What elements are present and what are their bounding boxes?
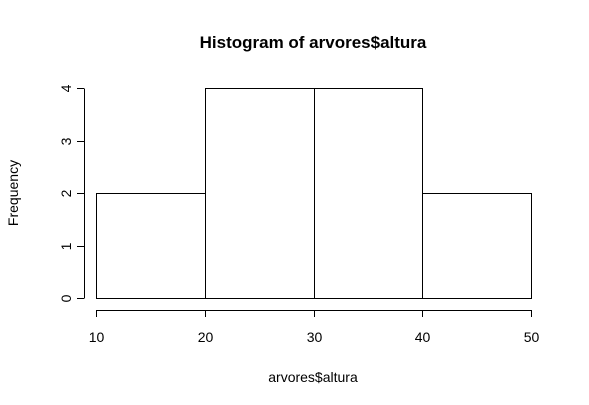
histogram-bar-1	[205, 88, 315, 299]
x-tick-label-20: 20	[198, 329, 214, 345]
x-tick-label-40: 40	[415, 329, 431, 345]
y-axis: 0 1 2 3 4	[58, 84, 85, 302]
y-axis-label: Frequency	[5, 160, 21, 226]
histogram-bar-2	[314, 88, 423, 299]
histogram-bars	[96, 88, 532, 299]
x-axis-label: arvores$altura	[268, 369, 358, 385]
x-tick-label-30: 30	[307, 329, 323, 345]
y-tick-label-1: 1	[58, 242, 74, 250]
chart-title: Histogram of arvores$altura	[200, 33, 427, 52]
x-tick-label-10: 10	[89, 329, 105, 345]
x-tick-label-50: 50	[524, 329, 540, 345]
y-tick-label-3: 3	[58, 137, 74, 145]
y-tick-label-4: 4	[58, 84, 74, 92]
histogram-bar-3	[422, 193, 532, 299]
x-axis: 10 20 30 40 50	[89, 310, 540, 345]
y-tick-label-2: 2	[58, 189, 74, 197]
histogram-bar-0	[96, 193, 206, 299]
y-tick-label-0: 0	[58, 294, 74, 302]
